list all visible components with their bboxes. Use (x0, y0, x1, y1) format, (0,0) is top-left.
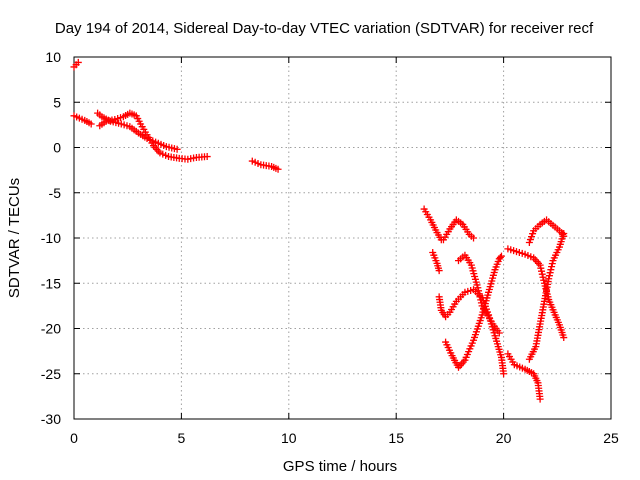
data-point (477, 299, 485, 307)
data-point (548, 263, 556, 271)
y-tick-label: 5 (53, 94, 61, 110)
data-point (495, 329, 503, 337)
y-tick-label: -20 (41, 321, 61, 337)
data-point (497, 252, 505, 260)
x-tick-label: 25 (603, 430, 619, 446)
data-point (74, 58, 82, 66)
series-s13 (504, 350, 544, 403)
data-point (475, 290, 483, 298)
data-point (545, 272, 553, 280)
series-s15 (525, 216, 568, 247)
series-s6 (420, 205, 445, 244)
data-point (173, 145, 181, 153)
y-axis-title: SDTVAR / TECUs (6, 178, 23, 298)
data-point (496, 253, 504, 261)
x-tick-label: 15 (388, 430, 404, 446)
series-s12 (504, 245, 568, 342)
y-tick-label: -10 (41, 230, 61, 246)
data-point (274, 165, 282, 173)
data-point (538, 270, 546, 278)
data-point (538, 267, 546, 275)
data-point (548, 260, 556, 268)
data-point (475, 287, 483, 295)
data-point (539, 273, 547, 281)
series-s2 (70, 112, 95, 128)
y-tick-label: -5 (49, 185, 62, 201)
series-s8 (439, 216, 478, 244)
y-tick-label: 10 (45, 49, 61, 65)
x-tick-label: 20 (496, 430, 512, 446)
data-point (476, 293, 484, 301)
data-point (560, 334, 568, 342)
y-tick-label: -30 (41, 411, 61, 427)
series-s7 (429, 248, 443, 275)
x-tick-label: 5 (178, 430, 186, 446)
y-tick-label: -25 (41, 366, 61, 382)
data-point (470, 234, 478, 242)
x-tick-label: 10 (281, 430, 297, 446)
data-point (203, 153, 211, 161)
data-point (547, 266, 555, 274)
y-tick-labels: -30 -25 -20 -15 -10 -5 0 5 10 (41, 49, 61, 427)
y-tick-label: 0 (53, 140, 61, 156)
data-point (546, 269, 554, 277)
y-tick-label: -15 (41, 275, 61, 291)
data-point (477, 296, 485, 304)
data-point (474, 284, 482, 292)
chart-title: Day 194 of 2014, Sidereal Day-to-day VTE… (55, 20, 594, 37)
data-series (70, 58, 568, 403)
series-s1 (70, 58, 82, 71)
axis-ticks (73, 56, 612, 420)
series-s11 (442, 252, 505, 371)
data-point (560, 232, 568, 240)
data-point (87, 120, 95, 128)
series-s10 (454, 251, 503, 337)
data-point (540, 276, 548, 284)
grid (74, 57, 611, 419)
x-axis-title: GPS time / hours (283, 458, 397, 475)
data-point (435, 267, 443, 275)
data-point (545, 275, 553, 283)
series-s4 (96, 109, 211, 163)
data-point (536, 261, 544, 269)
series-s5 (248, 157, 282, 173)
data-point (536, 395, 544, 403)
x-tick-labels: 0 5 10 15 20 25 (70, 430, 619, 446)
data-point (537, 264, 545, 272)
data-point (500, 370, 508, 378)
x-tick-label: 0 (70, 430, 78, 446)
